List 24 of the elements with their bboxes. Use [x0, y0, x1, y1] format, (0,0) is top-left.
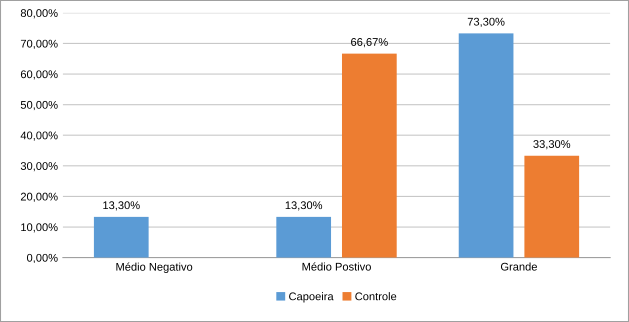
data-label: 66,67% [351, 38, 388, 48]
bar [524, 156, 580, 258]
data-label: 33,30% [533, 140, 570, 150]
y-tick-label: 50,00% [20, 100, 58, 110]
y-tick-label: 70,00% [20, 40, 58, 49]
data-label: 73,30% [468, 18, 505, 27]
data-label: 13,30% [286, 201, 322, 210]
data-label: 13,30% [103, 201, 140, 210]
legend-label: Capoeira [289, 292, 334, 302]
y-tick-label: 10,00% [21, 223, 58, 232]
y-tick-label: 80,00% [20, 9, 58, 18]
y-tick-label: 20,00% [20, 192, 58, 202]
bar [94, 216, 149, 258]
y-tick-label: 30,00% [20, 162, 58, 172]
legend-label: Controle [355, 292, 396, 300]
bar [276, 216, 332, 258]
y-tick-label: 40,00% [20, 132, 58, 141]
y-tick-label: 60,00% [20, 70, 58, 80]
x-tick-label: Médio Negativo [116, 262, 192, 273]
bar [342, 54, 397, 258]
bar [458, 33, 514, 258]
x-tick-label: Grande [500, 262, 537, 271]
y-tick-label: 0,00% [26, 254, 58, 264]
x-tick-label: Médio Postivo [302, 262, 371, 271]
